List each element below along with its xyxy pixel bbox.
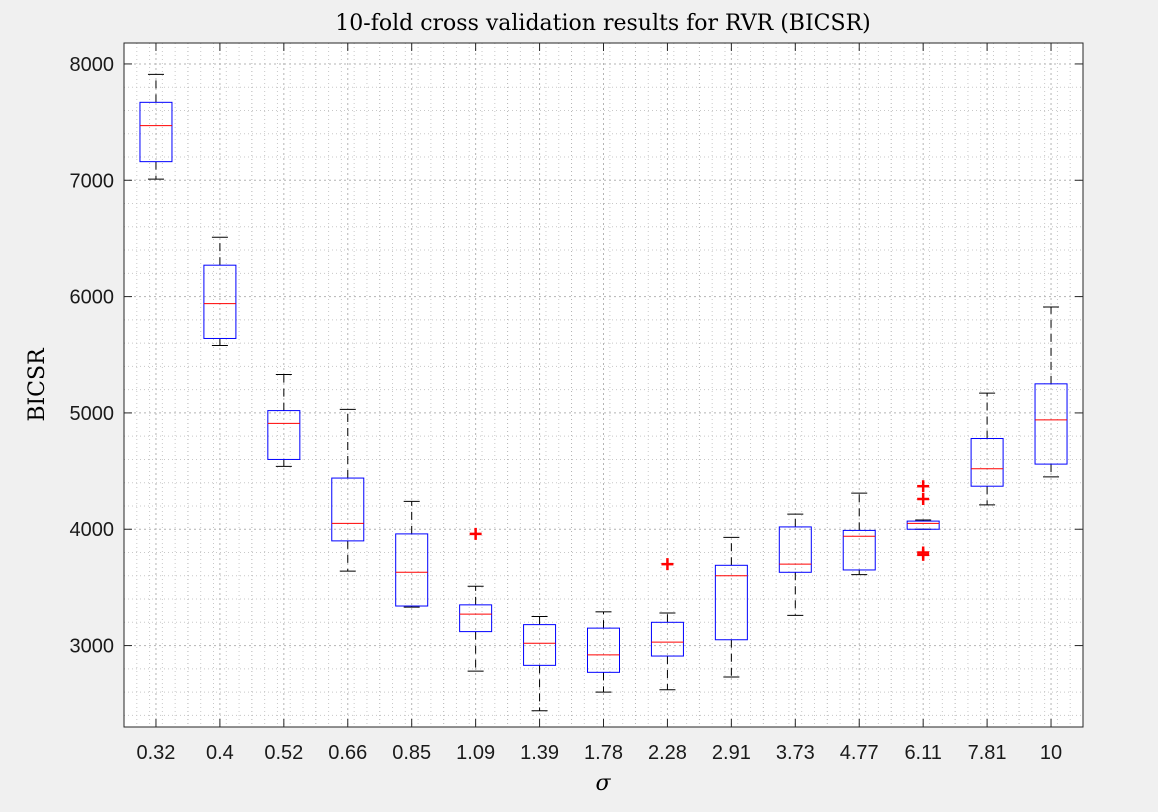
box-6.11 [906,480,940,561]
box-0.52 [267,374,301,467]
iqr-box [139,101,173,163]
iqr-box [203,264,237,339]
x-tick-label: 10 [1040,742,1062,764]
box-0.32 [139,73,173,180]
boxes [139,73,1068,712]
box-0.66 [331,408,365,572]
box-1.78 [587,611,620,693]
x-tick-label: 0.4 [206,742,234,764]
x-tick-label: 0.66 [328,742,367,764]
x-tick-label: 6.11 [904,742,941,764]
iqr-box [842,529,876,571]
y-tick-label: 4000 [70,519,115,541]
iqr-box [331,477,365,542]
box-4.77 [842,492,876,576]
box-0.85 [395,500,429,608]
y-tick-label: 8000 [70,54,115,76]
x-tick-label: 2.91 [712,742,751,764]
x-tick-label: 1.78 [584,742,623,764]
iqr-box [395,533,429,607]
box-3.73 [778,513,812,616]
x-tick-label: 0.32 [136,742,175,764]
x-tick-label: 0.85 [392,742,431,764]
y-axis-label: BICSR [25,347,50,422]
iqr-box [267,410,301,460]
iqr-box [970,438,1004,487]
box-0.4 [203,236,237,346]
y-tick-label: 7000 [70,170,115,192]
x-axis-label: σ [595,771,611,796]
iqr-box [714,564,748,641]
x-tick-label: 1.09 [456,742,495,764]
x-tick-label: 4.77 [840,742,879,764]
iqr-box [778,526,812,573]
iqr-box [906,520,940,530]
x-tick-label: 2.28 [648,742,687,764]
iqr-box [1034,383,1068,465]
x-tick-label: 1.39 [520,742,559,764]
x-tick-label: 7.81 [968,742,1007,764]
box-10 [1034,306,1068,478]
iqr-box [459,604,493,633]
grid [124,43,1083,727]
x-ticks: 0.32 0.4 0.52 0.66 0.85 1.09 1.39 1.78 2.28 2.91 3… [136,43,1062,764]
box-1.09 [459,527,493,672]
x-tick-label: 3.73 [776,742,815,764]
box-7.81 [970,392,1004,506]
iqr-box [587,627,620,673]
y-tick-label: 3000 [70,636,115,658]
y-tick-label: 6000 [70,287,115,309]
box-2.91 [714,536,748,678]
x-tick-label: 0.52 [264,742,303,764]
chart-title: 10-fold cross validation results for RVR… [335,11,870,36]
y-ticks: 3000 4000 5000 6000 7000 8000 [70,54,1083,658]
box-1.39 [523,615,557,712]
iqr-box [523,624,557,666]
box-2.28 [650,558,684,691]
y-tick-label: 5000 [70,403,115,425]
iqr-box [650,621,684,657]
